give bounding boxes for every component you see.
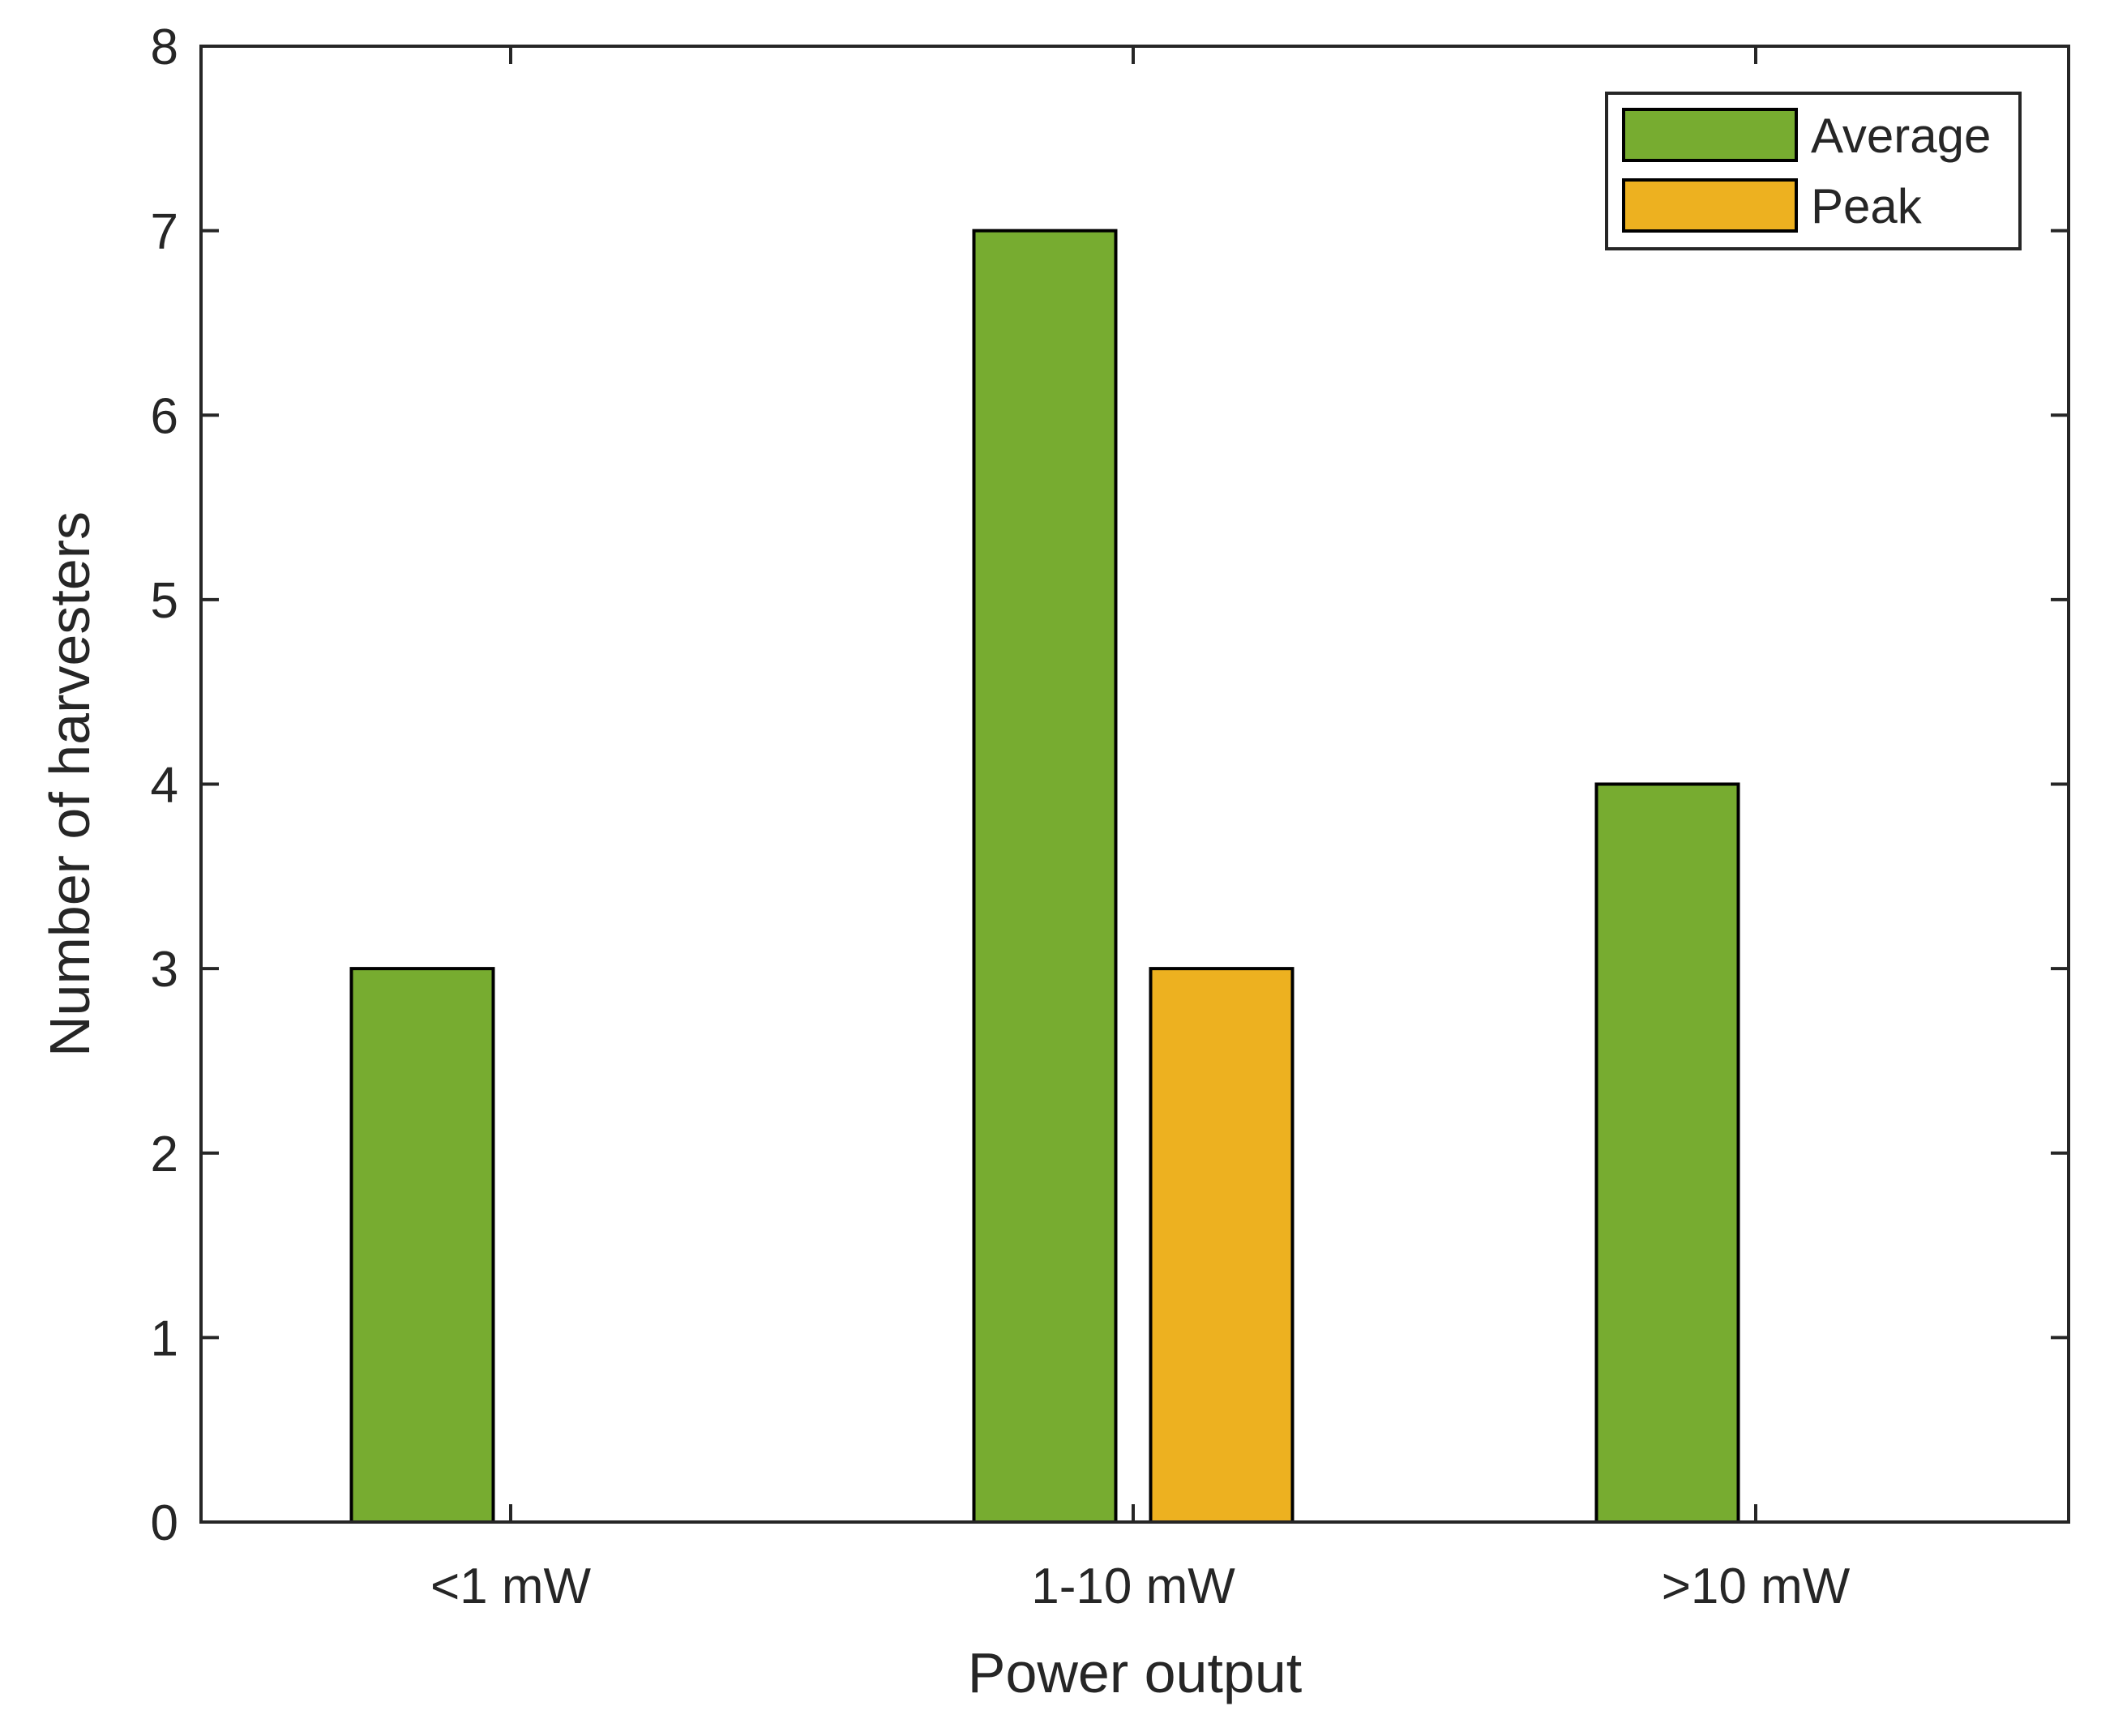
y-tick-labels: 0 1 2 3 4 5 6 7 8 <box>151 19 178 1551</box>
bar-average-1 <box>972 229 1118 1524</box>
legend-swatch-peak <box>1622 178 1798 233</box>
bar-average-0 <box>349 967 495 1524</box>
x-axis-label: Power output <box>968 1641 1302 1704</box>
legend-label-peak: Peak <box>1811 179 1923 233</box>
y-tick-label: 8 <box>151 19 178 75</box>
y-tick-label: 7 <box>151 204 178 260</box>
x-tick-labels: <1 mW 1-10 mW >10 mW <box>430 1559 1851 1614</box>
bars-layer <box>349 229 1740 1524</box>
y-tick-label: 4 <box>151 758 178 814</box>
legend-items: Average Peak <box>1622 108 1991 233</box>
x-tick-label: >10 mW <box>1662 1559 1851 1614</box>
y-tick-label: 0 <box>151 1495 178 1551</box>
y-tick-label: 6 <box>151 388 178 444</box>
legend: Average Peak <box>1605 92 2022 250</box>
bar-peak-1 <box>1149 967 1295 1524</box>
x-tick-label: <1 mW <box>430 1559 592 1614</box>
bar-average-2 <box>1594 782 1740 1524</box>
x-tick-label: 1-10 mW <box>1031 1559 1235 1614</box>
legend-swatch-average <box>1622 108 1798 162</box>
ticks-layer <box>201 45 2069 1524</box>
legend-label-average: Average <box>1811 109 1991 163</box>
y-tick-label: 1 <box>151 1311 178 1366</box>
y-tick-label: 5 <box>151 573 178 629</box>
y-tick-label: 3 <box>151 942 178 998</box>
y-tick-label: 2 <box>151 1127 178 1182</box>
y-axis-label: Number of harvesters <box>38 511 101 1057</box>
